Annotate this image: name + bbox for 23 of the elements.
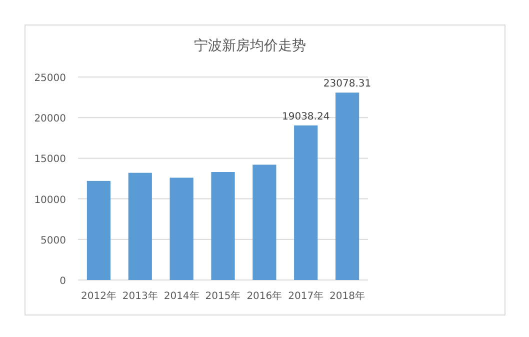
x-tick-label: 2014年 xyxy=(164,290,200,302)
x-tick-label: 2012年 xyxy=(80,290,116,302)
y-tick-label: 20000 xyxy=(34,114,66,125)
bar xyxy=(335,92,360,280)
bar xyxy=(170,178,194,280)
y-tick-label: 0 xyxy=(60,276,66,287)
y-tick-label: 5000 xyxy=(40,235,66,246)
chart-title: 宁波新房均价走势 xyxy=(194,38,306,54)
x-tick-label: 2013年 xyxy=(122,290,158,302)
bar xyxy=(252,164,276,280)
x-tick-label: 2015年 xyxy=(205,290,241,302)
x-tick-label: 2017年 xyxy=(288,290,324,302)
x-tick-label: 2018年 xyxy=(330,290,366,302)
bar xyxy=(128,172,152,280)
y-tick-label: 15000 xyxy=(34,154,66,166)
bar xyxy=(86,180,111,280)
bar xyxy=(294,125,318,280)
y-tick-label: 10000 xyxy=(34,194,66,206)
data-label: 19038.24 xyxy=(282,111,330,122)
x-tick-label: 2016年 xyxy=(246,290,282,302)
data-label: 23078.31 xyxy=(323,78,372,90)
bar xyxy=(211,172,235,280)
y-tick-label: 25000 xyxy=(34,73,66,84)
